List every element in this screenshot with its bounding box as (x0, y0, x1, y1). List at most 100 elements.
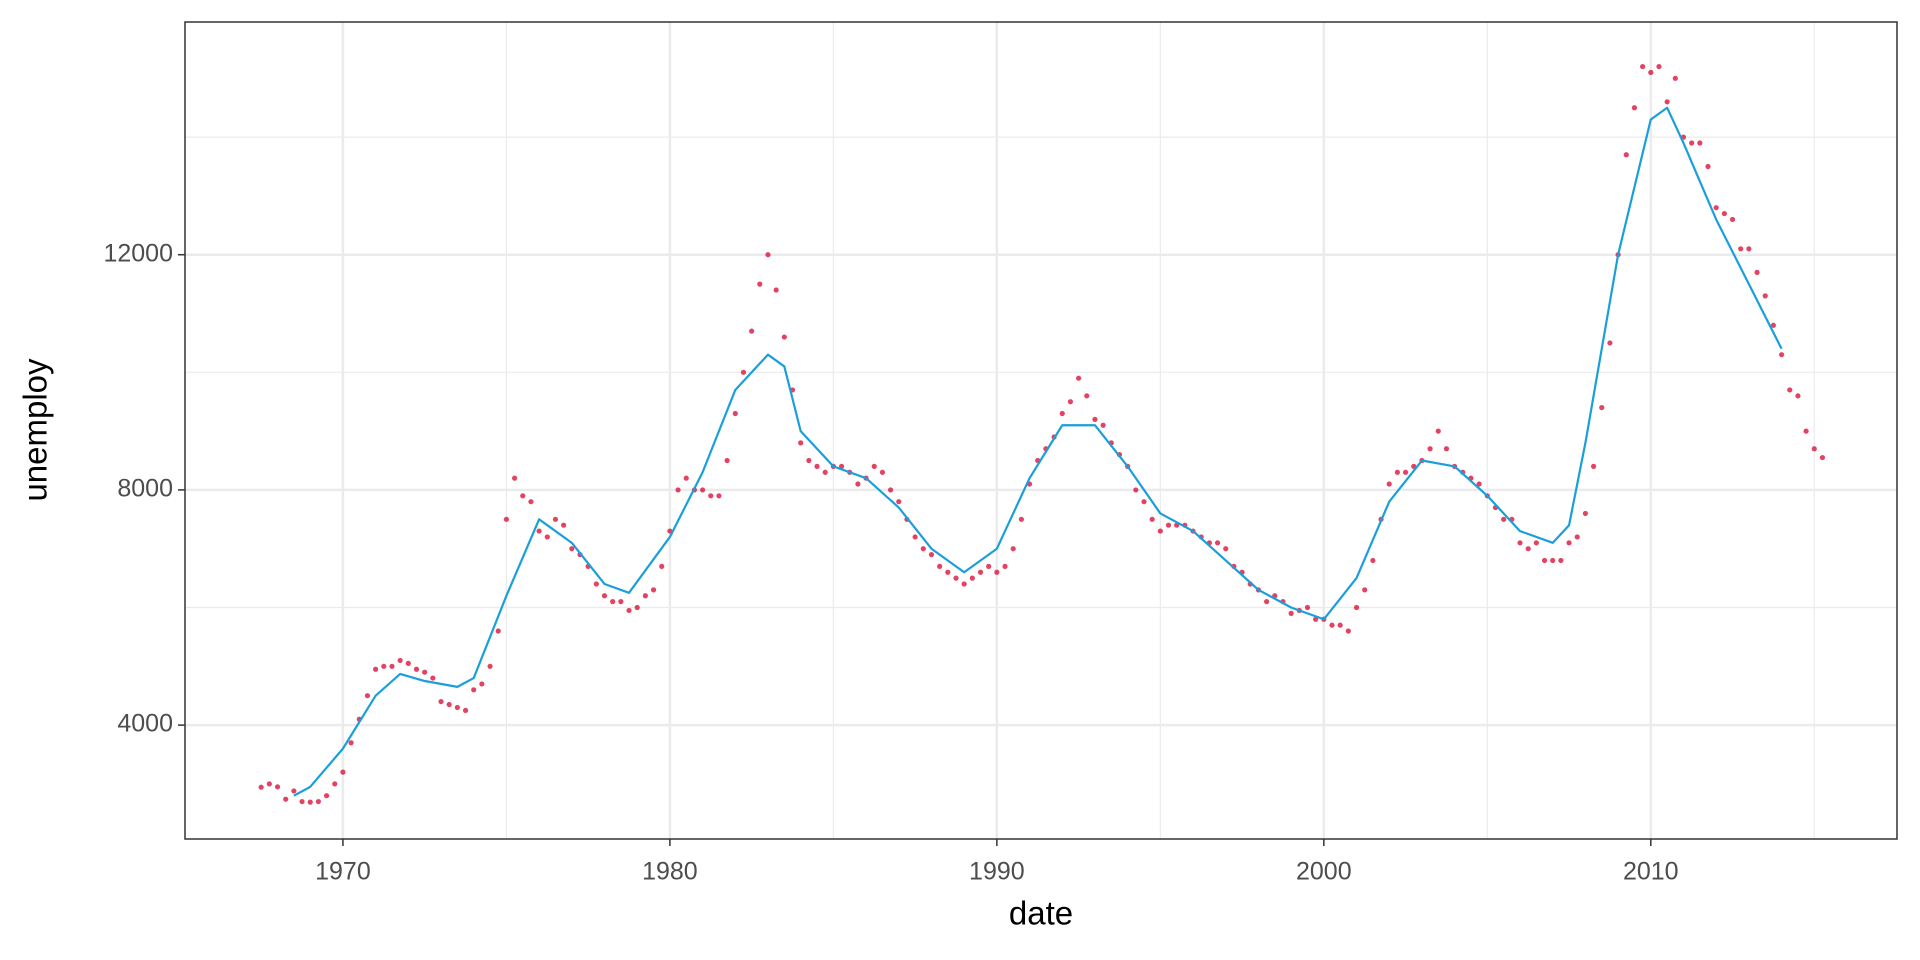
point (994, 569, 1000, 575)
point (397, 657, 403, 664)
grid (185, 22, 1897, 839)
point (1738, 246, 1744, 252)
point (422, 669, 428, 675)
point (1697, 140, 1703, 146)
point (1394, 469, 1400, 475)
point (528, 499, 534, 505)
point (855, 481, 861, 487)
x-tick-label: 1990 (969, 858, 1025, 886)
point (1656, 63, 1662, 70)
point (1100, 422, 1106, 428)
point (699, 487, 706, 493)
point (896, 499, 902, 505)
point (610, 599, 616, 605)
point (937, 563, 943, 569)
point (1084, 393, 1090, 399)
point (1541, 557, 1548, 564)
point (1223, 546, 1229, 552)
point (977, 569, 984, 575)
point (887, 487, 894, 493)
point (1476, 481, 1482, 487)
point (912, 534, 918, 540)
point (381, 663, 387, 669)
point (1762, 293, 1768, 299)
point (1443, 446, 1450, 452)
point (1599, 404, 1605, 411)
point (520, 493, 526, 499)
point (798, 440, 804, 446)
point (503, 516, 510, 522)
point (1157, 528, 1163, 534)
point (1672, 75, 1678, 81)
point (569, 546, 575, 552)
point (1353, 604, 1360, 611)
point (1713, 205, 1719, 211)
point (552, 516, 559, 522)
point (438, 698, 444, 705)
point (675, 487, 681, 493)
point (479, 681, 485, 687)
point (1582, 510, 1589, 517)
point (1092, 416, 1098, 422)
point (373, 666, 379, 672)
point (1018, 516, 1024, 522)
x-tick-label: 2010 (1623, 858, 1679, 886)
point (1770, 322, 1777, 328)
point (986, 563, 992, 569)
point (822, 469, 828, 475)
point (765, 252, 771, 258)
point (928, 551, 935, 558)
point (348, 740, 354, 746)
point (1533, 540, 1539, 546)
point (1386, 481, 1392, 487)
point (773, 287, 779, 293)
point (601, 593, 608, 599)
point (945, 569, 951, 575)
point (536, 528, 542, 534)
point (1689, 140, 1695, 146)
point (340, 769, 346, 775)
point (1427, 446, 1433, 452)
point (1664, 99, 1670, 105)
point (1337, 622, 1343, 628)
point (1811, 446, 1817, 452)
point (1746, 246, 1752, 252)
point (1402, 469, 1409, 475)
point (1525, 546, 1531, 552)
point (757, 281, 763, 287)
point (1076, 375, 1082, 381)
point (266, 781, 272, 787)
point (716, 493, 722, 499)
point (1010, 546, 1016, 552)
point (953, 575, 959, 581)
point (258, 784, 264, 790)
point (879, 469, 886, 475)
x-axis-title: date (1009, 895, 1073, 932)
y-tick-label: 8000 (117, 475, 173, 503)
point (618, 599, 624, 605)
point (683, 475, 689, 481)
point (1002, 563, 1008, 569)
point (1787, 387, 1793, 393)
point (626, 607, 632, 614)
point (1640, 63, 1646, 70)
point (1819, 454, 1826, 461)
point (544, 534, 550, 540)
point (593, 581, 599, 587)
point (1721, 210, 1727, 217)
point (1165, 522, 1172, 528)
point (1362, 587, 1368, 593)
point (1435, 428, 1441, 434)
point (405, 660, 411, 666)
point (1313, 616, 1319, 622)
point (413, 666, 420, 672)
point (806, 457, 812, 464)
point (650, 587, 657, 593)
point (1304, 604, 1311, 611)
point (1705, 163, 1711, 170)
point (1803, 428, 1809, 434)
point (1607, 340, 1613, 346)
point (332, 781, 338, 787)
point (446, 701, 452, 708)
